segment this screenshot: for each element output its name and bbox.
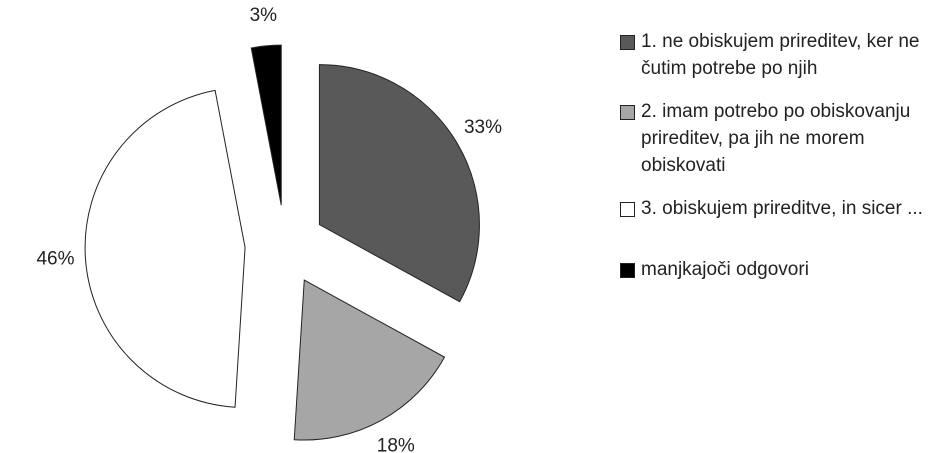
legend-item: manjkajoči odgovori — [620, 256, 938, 283]
data-label: 46% — [36, 248, 74, 269]
legend: 1. ne obiskujem prireditev, ker ne čutim… — [620, 28, 938, 283]
legend-item: 1. ne obiskujem prireditev, ker ne čutim… — [620, 28, 938, 82]
data-label: 3% — [250, 5, 278, 26]
pie-slice — [293, 279, 446, 441]
pie-slice — [318, 64, 480, 303]
data-label: 18% — [377, 436, 415, 453]
legend-swatch — [620, 263, 635, 278]
pie-slice — [250, 44, 282, 206]
legend-label: 2. imam potrebo po obiskovanju priredite… — [641, 101, 911, 176]
legend-item: 3. obiskujem prireditve, in sicer ... — [620, 195, 938, 222]
legend-swatch — [620, 105, 635, 120]
legend-label: manjkajoči odgovori — [641, 259, 809, 280]
legend-swatch — [620, 202, 635, 217]
legend-swatch — [620, 35, 635, 50]
data-label: 33% — [464, 117, 502, 138]
chart: 33% 18% 46% 3% — [36, 5, 502, 453]
pie-slice — [84, 89, 246, 408]
legend-label: 3. obiskujem prireditve, in sicer ... — [641, 198, 923, 219]
legend-item: 2. imam potrebo po obiskovanju priredite… — [620, 98, 938, 179]
legend-label: 1. ne obiskujem prireditev, ker ne čutim… — [641, 31, 920, 79]
